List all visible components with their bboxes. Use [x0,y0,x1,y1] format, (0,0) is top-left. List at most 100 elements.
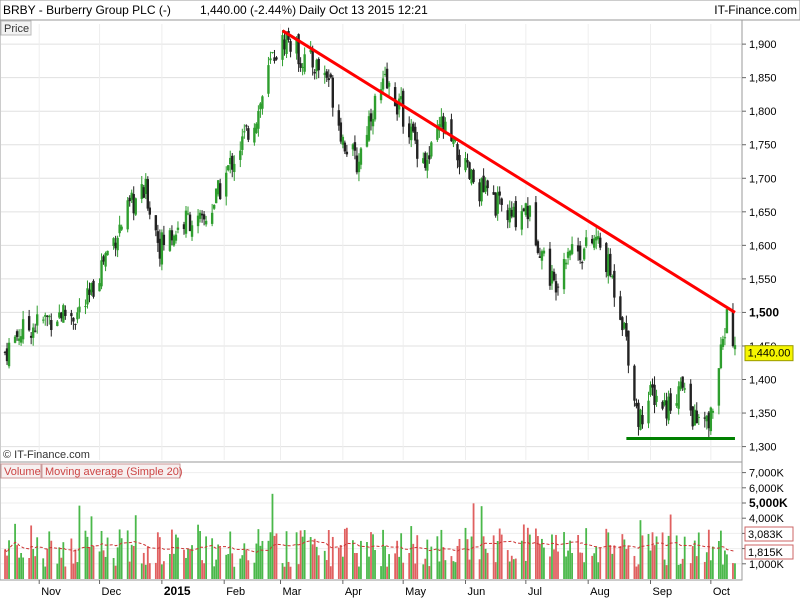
candle-body [176,227,180,230]
candle-body [359,148,363,165]
candle-body [458,155,461,168]
volume-bar [345,527,348,579]
candle-body [100,260,103,287]
volume-bar [173,553,175,579]
volume-bar [697,532,700,579]
candle-body [98,283,101,292]
volume-bar [512,559,515,579]
price-axis: 1,3001,3501,4001,4501,5001,5501,6001,650… [742,39,779,454]
volume-bar [30,525,33,579]
volume-bar [6,555,8,579]
volume-bar [261,540,264,579]
x-tick-label: Mar [283,586,302,598]
candle-body [508,207,511,223]
candle-body [48,315,51,318]
volume-bar [486,552,489,579]
volume-bar [649,550,652,579]
ma-pane-label: Moving average (Simple 20) [45,466,183,478]
candle-body [566,251,570,258]
volume-bar [412,543,415,579]
candle-body [424,152,427,168]
volume-bar [689,563,692,579]
volume-bar [84,530,87,579]
volume-bar [494,562,497,579]
price-tick-label: 1,500 [749,305,779,319]
candle-body [703,417,707,419]
volume-bar [693,540,696,579]
candle-body [401,90,405,127]
volume-bar [243,543,246,579]
candle-body [196,215,200,227]
volume-bar [669,514,672,579]
candle-body [590,238,594,244]
candle-body [134,198,137,215]
candle-body [512,206,515,218]
candle-body [379,89,383,101]
volume-bar [50,540,53,579]
candle-body [114,242,117,249]
volume-bar [303,530,306,579]
candle-body [78,306,81,313]
volume-bar [388,554,390,579]
candle-body [564,262,568,265]
candle-body [381,78,385,90]
volume-bar [605,528,608,579]
volume-bar [438,561,441,579]
volume-bar [169,553,171,579]
volume-bar [703,561,706,579]
candle-body [416,139,419,159]
volume-bar [424,558,427,579]
candle-body [60,312,63,319]
candle-body [637,402,640,427]
volume-bar [187,548,189,579]
volume-bar [567,550,569,579]
candle-body [13,336,17,343]
volume-bar [128,561,131,579]
last-price-badge: 1,440.00 [744,345,794,362]
candle-body [408,123,411,138]
x-tick-label: 2015 [164,584,191,598]
candle-body [484,185,487,192]
volume-bar [653,545,656,579]
candle-body [132,194,135,214]
volume-bar [140,563,143,579]
candle-body [21,319,25,340]
volume-bar [520,540,523,579]
candle-body [468,162,471,179]
candle-body [371,118,375,127]
x-tick-label: Aug [590,586,610,598]
volume-bar [4,549,6,579]
candle-body [204,220,208,225]
candle-body [554,281,558,293]
candle-body [621,317,624,331]
candle-body [675,403,678,406]
candle-body [295,39,298,54]
candle-body [647,400,650,424]
volume-bar [74,549,77,579]
candle-body [229,157,232,165]
volume-bar [426,539,429,579]
interval-label: Daily [299,3,326,17]
candle-body [200,213,204,216]
volume-bar [329,566,332,579]
price-tick-label: 1,350 [749,408,777,420]
volume-bar [44,566,47,579]
volume-bar [309,537,312,579]
candle-body [367,116,371,141]
candle-body [705,415,709,422]
candle-body [357,161,361,173]
candle-body [184,210,188,234]
candle-body [140,184,143,199]
volume-bar [116,547,119,579]
candle-body [528,205,532,217]
candle-body [689,383,692,411]
candle-body [482,175,485,193]
volume-bar [597,562,600,579]
candle-body [88,289,91,295]
volume-bar [402,562,405,579]
volume-bar [285,531,288,579]
volume-bar [380,566,382,579]
volume-bar [637,564,640,579]
candle-body [731,311,735,346]
volume-bar [315,546,318,579]
